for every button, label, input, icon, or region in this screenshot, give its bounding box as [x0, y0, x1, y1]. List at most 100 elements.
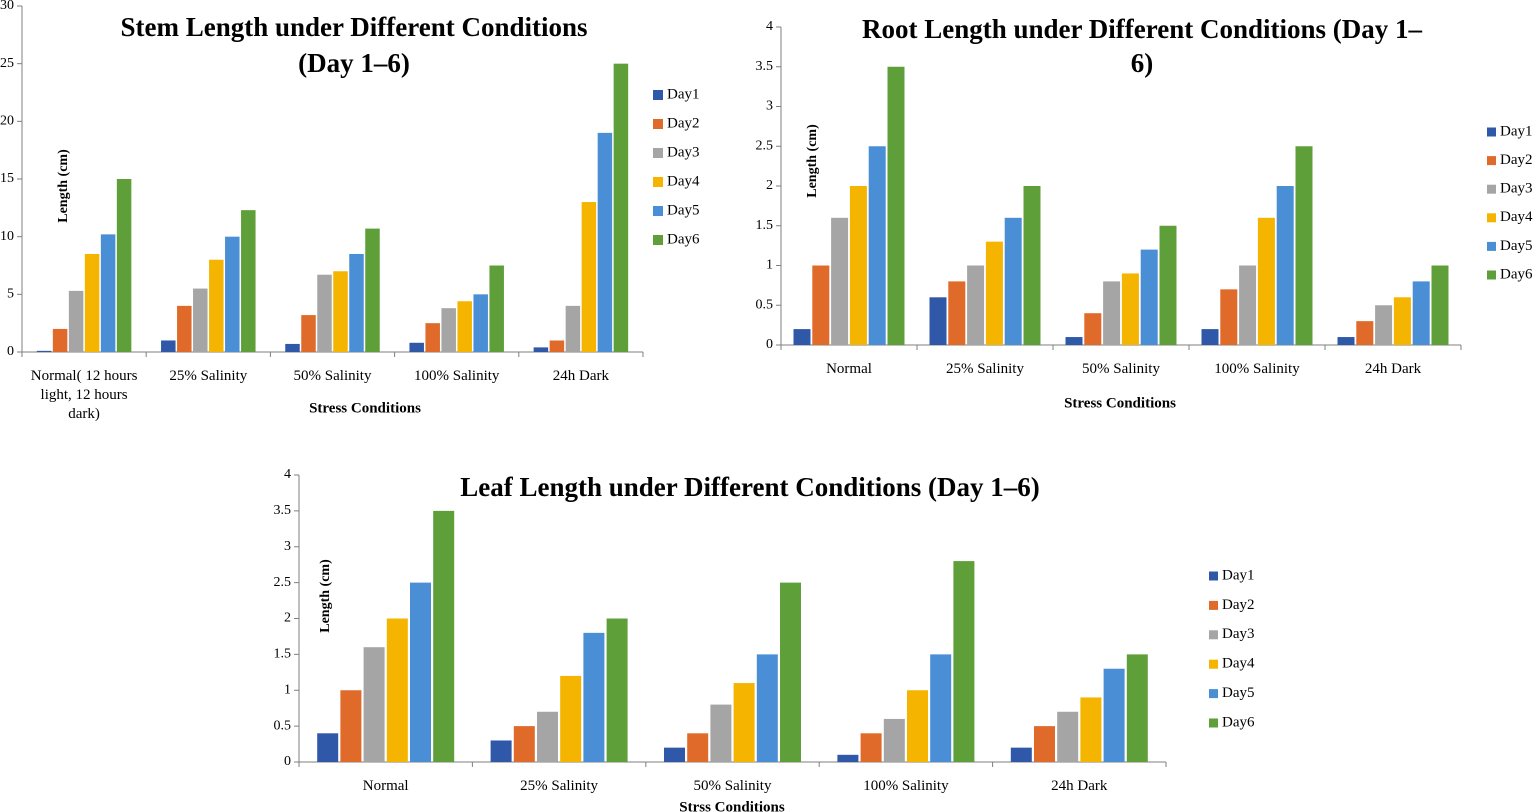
bar-normal-day3: [363, 647, 385, 762]
bar-normal-12-hours-light-12-hours-dark-day1: [36, 350, 52, 352]
bar-100-salinity-day6: [489, 265, 504, 352]
bar-100-salinity-day4: [907, 690, 928, 762]
bar-24h-dark-day2: [1034, 726, 1055, 762]
x-category-label: Normal( 12 hours light, 12 hours dark): [31, 368, 138, 422]
chart-title-line-1: Stem Length under Different Conditions: [120, 12, 587, 42]
x-category-label-line: dark): [68, 406, 100, 422]
bar-normal-day2: [812, 265, 830, 345]
chart-title-line-2: 6): [1131, 48, 1154, 78]
legend-swatch-day2: [1487, 156, 1496, 166]
bar-50-salinity-day1: [664, 747, 685, 762]
bar-25-salinity-day4: [209, 259, 224, 352]
x-category-label: 25% Salinity: [169, 368, 247, 384]
bar-100-salinity-day6: [953, 561, 975, 762]
bar-normal-12-hours-light-12-hours-dark-day6: [116, 179, 132, 352]
x-category-label-line: 25% Salinity: [520, 778, 598, 794]
bar-24h-dark-day3: [565, 305, 581, 352]
y-tick-label: 3.5: [756, 59, 774, 74]
y-tick-label: 4: [284, 467, 291, 482]
x-category-label: 50% Salinity: [694, 778, 772, 794]
x-category-label: 100% Salinity: [863, 778, 949, 794]
x-axis-title: Stress Conditions: [309, 400, 421, 416]
bar-24h-dark-day5: [1103, 668, 1125, 762]
legend-swatch-day6: [653, 235, 663, 245]
legend-swatch-day2: [653, 119, 663, 129]
bar-normal-day2: [340, 690, 362, 762]
y-tick-label: 1: [766, 258, 773, 273]
bar-100-salinity-day3: [441, 308, 456, 352]
bar-50-salinity-day6: [365, 228, 380, 352]
bar-100-salinity-day2: [1220, 289, 1238, 345]
x-category-label: 50% Salinity: [294, 368, 372, 384]
bar-normal-day3: [831, 217, 849, 345]
bar-100-salinity-day1: [837, 754, 859, 762]
legend-label-day4: Day4: [1222, 656, 1255, 672]
x-category-label-line: 100% Salinity: [414, 368, 500, 384]
bar-50-salinity-day3: [1103, 281, 1121, 345]
bar-normal-day1: [793, 329, 811, 345]
x-category-label: 100% Salinity: [1214, 361, 1300, 377]
legend-swatch-day3: [653, 148, 663, 158]
y-tick-label: 2.5: [274, 575, 292, 590]
x-axis-title: Stress Conditions: [1064, 395, 1176, 411]
bar-100-salinity-day2: [425, 323, 440, 352]
bar-normal-12-hours-light-12-hours-dark-day3: [68, 290, 84, 352]
legend-swatch-day3: [1209, 630, 1218, 640]
bar-24h-dark-day2: [549, 340, 565, 352]
legend-label-day2: Day2: [1500, 152, 1533, 168]
bar-25-salinity-day6: [606, 618, 628, 762]
x-category-label: 25% Salinity: [520, 778, 598, 794]
bar-24h-dark-day6: [1126, 654, 1148, 762]
bar-50-salinity-day5: [349, 253, 364, 352]
bar-25-salinity-day5: [1004, 217, 1022, 345]
x-category-label: Normal: [826, 361, 872, 377]
bar-50-salinity-day3: [710, 704, 732, 762]
bar-25-salinity-day2: [177, 305, 192, 352]
legend-swatch-day4: [1487, 213, 1496, 223]
bar-25-salinity-day5: [583, 632, 605, 762]
bar-24h-dark-day1: [1010, 747, 1032, 762]
legend-swatch-day1: [1209, 571, 1218, 581]
x-category-label-line: 25% Salinity: [169, 368, 247, 384]
bar-24h-dark-day2: [1356, 321, 1374, 345]
y-tick-label: 3: [766, 99, 773, 114]
legend-swatch-day4: [1209, 659, 1218, 669]
bar-100-salinity-day6: [1295, 146, 1313, 345]
x-category-label-line: Normal: [363, 778, 409, 794]
y-tick-label: 2.5: [756, 138, 774, 153]
x-category-label: 50% Salinity: [1082, 361, 1160, 377]
x-category-label-line: 100% Salinity: [863, 778, 949, 794]
bar-normal-day5: [868, 146, 886, 345]
x-axis-title: Strss Conditions: [679, 799, 785, 812]
x-category-label-line: 24h Dark: [1365, 361, 1422, 377]
legend-swatch-day5: [1209, 689, 1218, 699]
bar-normal-day5: [410, 582, 431, 762]
y-tick-label: 5: [7, 287, 14, 302]
legend-label-day6: Day6: [667, 231, 700, 247]
bar-100-salinity-day5: [1276, 186, 1294, 345]
bar-100-salinity-day4: [1257, 217, 1275, 345]
bar-24h-dark-day4: [1393, 297, 1411, 345]
bar-50-salinity-day1: [285, 343, 300, 352]
legend-swatch-day1: [1487, 127, 1496, 137]
bar-normal-12-hours-light-12-hours-dark-day2: [52, 328, 68, 352]
bar-100-salinity-day4: [457, 301, 472, 352]
x-category-label: 24h Dark: [1365, 361, 1422, 377]
x-category-label-line: light, 12 hours: [41, 387, 128, 403]
y-tick-label: 0: [284, 754, 291, 769]
x-category-label-line: 50% Salinity: [1082, 361, 1160, 377]
bar-50-salinity-day3: [317, 274, 332, 352]
x-category-label-line: 50% Salinity: [694, 778, 772, 794]
bar-25-salinity-day4: [560, 675, 582, 762]
bar-100-salinity-day5: [473, 294, 488, 352]
bar-normal-day6: [433, 510, 455, 762]
y-tick-label: 30: [0, 0, 14, 13]
y-tick-label: 0: [7, 344, 14, 359]
chart-3: Leaf Length under Different Conditions (…: [274, 467, 1255, 812]
legend: Day1 Day2 Day3 Day4 Day5 Day6: [1487, 123, 1533, 282]
bar-25-salinity-day3: [537, 711, 558, 762]
bar-50-salinity-day6: [1159, 225, 1177, 345]
bar-25-salinity-day6: [241, 210, 256, 352]
y-tick-label: 1.5: [756, 218, 774, 233]
